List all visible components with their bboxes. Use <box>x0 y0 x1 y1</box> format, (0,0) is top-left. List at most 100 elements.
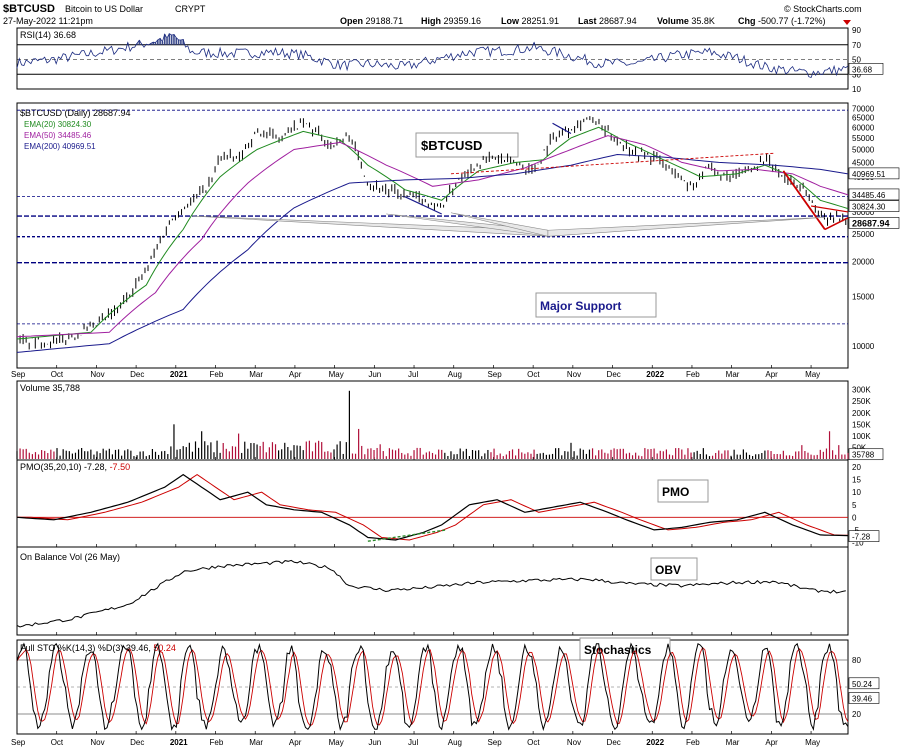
price-tick-15000: 15000 <box>852 293 875 302</box>
x-tick-label-Sep: Sep <box>487 370 502 379</box>
pmo-annotation-box <box>657 479 709 503</box>
x-tick-label-bottom-Feb: Feb <box>210 738 224 747</box>
price-tick-10000: 10000 <box>852 342 875 351</box>
sto-d-value-box <box>848 677 880 690</box>
symbol-annotation: $BTCUSD <box>421 138 482 153</box>
obv-title: On Balance Vol (26 May) <box>20 552 120 562</box>
price-label-box-1 <box>848 188 900 201</box>
exchange: CRYPT <box>175 4 206 14</box>
obv-panel <box>16 546 849 636</box>
major-support-label: Major Support <box>540 299 621 313</box>
x-tick-label-May: May <box>329 370 344 379</box>
x-tick-label-Mar: Mar <box>249 370 263 379</box>
x-tick-label-Jul: Jul <box>408 370 418 379</box>
panel-titles: RSI(14) 36.68 $BTCUSD (Daily) 28687.94 V… <box>20 30 176 653</box>
x-tick-label-bottom-Feb: Feb <box>686 738 700 747</box>
sto-tick-20: 20 <box>852 710 861 719</box>
pmo-positive-divergence <box>367 529 447 542</box>
volume-tick-100K: 100K <box>852 432 871 441</box>
x-tick-label-Nov: Nov <box>567 370 581 379</box>
chart-date: 27-May-2022 11:21pm <box>3 16 93 26</box>
price-tick-45000: 45000 <box>852 158 875 167</box>
price-tick-50000: 50000 <box>852 146 875 155</box>
short-trend-line <box>810 205 849 213</box>
x-tick-label-Feb: Feb <box>210 370 224 379</box>
price-tick-60000: 60000 <box>852 123 875 132</box>
down-arrow-icon <box>843 20 851 25</box>
price-label-1: 34485.46 <box>852 191 886 200</box>
line-ema200 <box>16 153 849 353</box>
obv-annotation: OBV <box>655 563 681 577</box>
price-label-2: 30824.30 <box>852 203 886 212</box>
x-tick-label-Jun: Jun <box>368 370 381 379</box>
rising-trendline <box>450 152 775 175</box>
x-tick-label-bottom-Aug: Aug <box>448 738 462 747</box>
x-tick-label-bottom-Mar: Mar <box>249 738 263 747</box>
x-tick-label-2021: 2021 <box>170 370 188 379</box>
x-tick-label-bottom-Mar: Mar <box>726 738 740 747</box>
pmo-tick--10: -10 <box>852 538 864 547</box>
symbol: $BTCUSD <box>3 3 55 15</box>
breakdown-line <box>782 170 826 230</box>
major-support-box <box>535 292 657 318</box>
x-tick-label-bottom-2021: 2021 <box>170 738 188 747</box>
rsi-tick-90: 90 <box>852 26 861 35</box>
legend-ema50: EMA(50) 34485.46 <box>24 131 92 140</box>
x-tick-label-Oct: Oct <box>527 370 540 379</box>
x-tick-label-Mar: Mar <box>726 370 740 379</box>
pmo-title: PMO(35,20,10) -7.28, -7.50 <box>20 462 130 472</box>
x-tick-label-bottom-Sep: Sep <box>11 738 26 747</box>
x-tick-label-Apr: Apr <box>289 370 302 379</box>
price-tick-30000: 30000 <box>852 208 875 217</box>
sto-tick-80: 80 <box>852 656 861 665</box>
blue-trend-2 <box>404 196 442 215</box>
x-tick-label-bottom-Nov: Nov <box>90 738 104 747</box>
x-tick-label-2022: 2022 <box>646 370 664 379</box>
ohlc-open: Open 29188.71 <box>340 16 403 26</box>
x-tick-label-May: May <box>805 370 820 379</box>
sto-d-line <box>16 646 849 727</box>
symbol-annotation-box <box>415 132 519 158</box>
stochastics-title: Full STO %K(14,3) %D(3) 39.46, 50.24 <box>20 643 176 653</box>
x-tick-label-bottom-Apr: Apr <box>765 738 778 747</box>
volume-tick-200K: 200K <box>852 409 871 418</box>
ohlc-high: High 29359.16 <box>421 16 481 26</box>
x-tick-label-Apr: Apr <box>765 370 778 379</box>
pmo-tick-20: 20 <box>852 463 861 472</box>
legend-ema200: EMA(200) 40969.51 <box>24 142 96 151</box>
x-tick-label-bottom-Jun: Jun <box>368 738 381 747</box>
price-label-box-2 <box>848 200 900 212</box>
price-tick-70000: 70000 <box>852 104 875 113</box>
support-pointer-3 <box>547 217 825 237</box>
price-legend: EMA(20) 30824.30 EMA(50) 34485.46 EMA(20… <box>24 120 96 151</box>
price-panel <box>16 102 849 369</box>
pmo-annotation: PMO <box>662 485 689 499</box>
x-tick-label-Dec: Dec <box>130 370 144 379</box>
price-title: $BTCUSD (Daily) 28687.94 <box>20 108 131 118</box>
pmo-line <box>16 473 849 541</box>
brand: © StockCharts.com <box>784 4 862 14</box>
annotation-boxes: $BTCUSD Major Support PMO OBV Stochastic… <box>415 132 709 661</box>
pmo-tick-5: 5 <box>852 501 857 510</box>
rsi-tick-30: 30 <box>852 70 861 79</box>
price-tick-20000: 20000 <box>852 257 875 266</box>
x-tick-label-bottom-May: May <box>329 738 344 747</box>
ohlc-low: Low 28251.91 <box>501 16 559 26</box>
chart-header: $BTCUSD Bitcoin to US Dollar CRYPT 27-Ma… <box>3 3 862 26</box>
pmo-value-box <box>848 530 880 542</box>
x-tick-label-bottom-Oct: Oct <box>527 738 540 747</box>
stochastics-annotation: Stochastics <box>584 643 652 657</box>
x-tick-label-Oct: Oct <box>51 370 64 379</box>
ohlc-change: Chg -500.77 (-1.72%) <box>738 16 826 26</box>
rsi-title: RSI(14) 36.68 <box>20 30 76 40</box>
x-tick-label-bottom-Oct: Oct <box>51 738 64 747</box>
price-label-box-3 <box>848 217 900 229</box>
rsi-line <box>16 33 849 79</box>
volume-tick-250K: 250K <box>852 397 871 406</box>
volume-tick-300K: 300K <box>852 386 871 395</box>
x-tick-label-Nov: Nov <box>90 370 104 379</box>
rsi-tick-10: 10 <box>852 85 861 94</box>
sto-k-value-box <box>848 692 880 704</box>
x-tick-label-bottom-May: May <box>805 738 820 747</box>
